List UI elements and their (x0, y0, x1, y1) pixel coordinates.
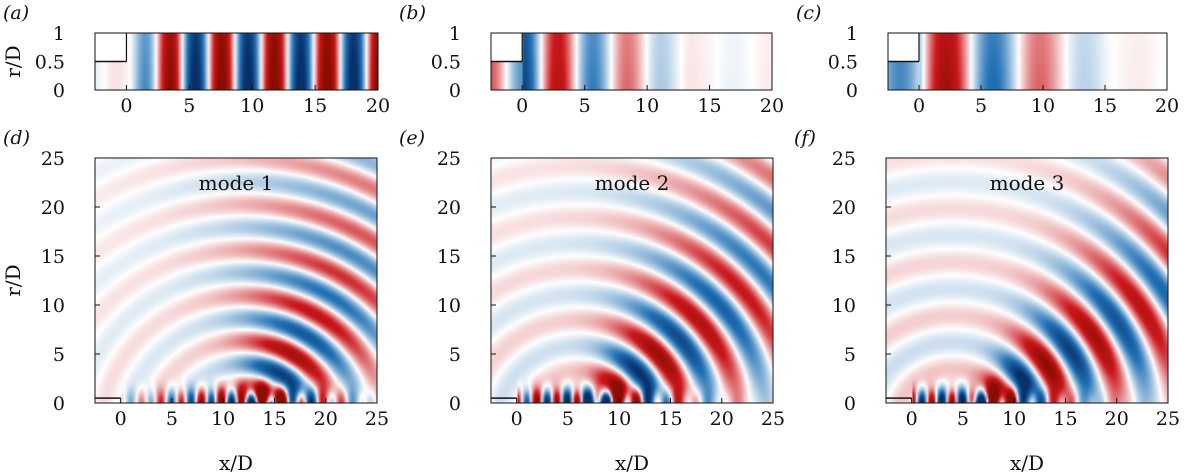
y-tick-label: 10 (437, 295, 461, 317)
x-tick-label: 15 (1093, 95, 1117, 117)
x-tick-label: 5 (166, 408, 178, 430)
panel-label: (f) (794, 127, 816, 149)
y-tick-label: 15 (832, 246, 856, 268)
y-tick-label: 0 (844, 393, 856, 415)
x-tick-label: 5 (957, 408, 969, 430)
x-tick-label: 0 (516, 95, 528, 117)
y-tick-label: 1 (449, 23, 461, 45)
x-tick-label: 20 (366, 95, 390, 117)
x-tick-label: 0 (906, 408, 918, 430)
y-tick-label: 15 (437, 246, 461, 268)
panel-1: 0 5 10 15 20 0 0.5 1 (a) r/D (1, 2, 390, 117)
y-tick-label: 1 (846, 23, 858, 45)
x-tick-label: 20 (1155, 95, 1179, 117)
x-tick-label: 15 (303, 95, 327, 117)
panel-label: (b) (399, 2, 426, 24)
y-tick-label: 10 (41, 295, 65, 317)
heatmap-field (95, 33, 378, 90)
y-tick-label: 20 (41, 197, 65, 219)
axes-frame (885, 157, 1169, 404)
y-tick-label: 5 (844, 344, 856, 366)
panel-label: (e) (399, 127, 425, 149)
mode-title: mode 3 (990, 171, 1065, 195)
y-tick-label: 0 (53, 393, 65, 415)
y-tick-label: 1 (53, 23, 65, 45)
mode-title: mode 2 (595, 171, 670, 195)
x-tick-label: 10 (240, 95, 264, 117)
y-tick-label: 5 (449, 344, 461, 366)
x-tick-label: 0 (913, 95, 925, 117)
x-axis-label: x/D (615, 451, 649, 475)
y-axis-label: r/D (1, 264, 25, 296)
x-tick-label: 5 (975, 95, 987, 117)
x-tick-label: 20 (314, 408, 338, 430)
x-tick-label: 10 (635, 95, 659, 117)
x-tick-label: 10 (211, 408, 235, 430)
y-tick-label: 15 (41, 246, 65, 268)
panel-label: (c) (796, 2, 821, 24)
y-tick-label: 25 (41, 148, 65, 170)
panel-6: 0 5 10 15 20 25 0 5 10 15 20 25 (f) mode 3 x/D (794, 127, 1180, 475)
y-tick-label: 0.5 (35, 52, 65, 74)
x-tick-label: 15 (262, 408, 286, 430)
x-tick-label: 0 (511, 408, 523, 430)
y-tick-label: 0 (846, 80, 858, 102)
x-tick-label: 0 (120, 95, 132, 117)
x-axis-label: x/D (219, 451, 253, 475)
y-tick-label: 0.5 (431, 52, 461, 74)
x-tick-label: 20 (1105, 408, 1129, 430)
x-tick-label: 10 (607, 408, 631, 430)
y-tick-label: 10 (832, 295, 856, 317)
y-tick-label: 0 (449, 80, 461, 102)
panel-4: 0 5 10 15 20 25 0 5 10 15 20 25 (d) mode 1 x/D r/D (1, 127, 389, 475)
y-tick-label: 25 (437, 148, 461, 170)
heatmap-field (886, 158, 1168, 403)
panel-3: 0 5 10 15 20 0 0.5 1 (c) (796, 2, 1179, 117)
panel-2: 0 5 10 15 20 0 0.5 1 (b) (399, 2, 784, 117)
x-axis-label: x/D (1010, 451, 1044, 475)
panel-5: 0 5 10 15 20 25 0 5 10 15 20 25 (e) mode 2 x/D (399, 127, 785, 475)
y-axis-label: r/D (1, 45, 25, 77)
y-tick-label: 25 (832, 148, 856, 170)
mode-title: mode 1 (199, 171, 274, 195)
axes-frame (490, 157, 774, 404)
x-tick-label: 25 (761, 408, 785, 430)
x-tick-label: 5 (579, 95, 591, 117)
x-tick-label: 15 (697, 95, 721, 117)
y-tick-label: 5 (53, 344, 65, 366)
x-tick-label: 15 (658, 408, 682, 430)
panel-label: (a) (3, 2, 29, 24)
x-tick-label: 0 (115, 408, 127, 430)
x-tick-label: 20 (760, 95, 784, 117)
y-tick-label: 0.5 (828, 52, 858, 74)
x-tick-label: 15 (1053, 408, 1077, 430)
x-tick-label: 25 (365, 408, 389, 430)
y-tick-label: 20 (832, 197, 856, 219)
x-tick-label: 20 (710, 408, 734, 430)
x-tick-label: 25 (1156, 408, 1180, 430)
heatmap-field (491, 33, 772, 90)
y-tick-label: 20 (437, 197, 461, 219)
heatmap-field (888, 33, 1167, 90)
x-tick-label: 10 (1031, 95, 1055, 117)
x-tick-label: 5 (562, 408, 574, 430)
x-tick-label: 5 (183, 95, 195, 117)
heatmap-field (95, 158, 377, 403)
axes-frame (94, 157, 378, 404)
heatmap-field (491, 158, 773, 403)
y-tick-label: 0 (53, 80, 65, 102)
y-tick-label: 0 (449, 393, 461, 415)
x-tick-label: 10 (1002, 408, 1026, 430)
panel-label: (d) (3, 127, 30, 149)
